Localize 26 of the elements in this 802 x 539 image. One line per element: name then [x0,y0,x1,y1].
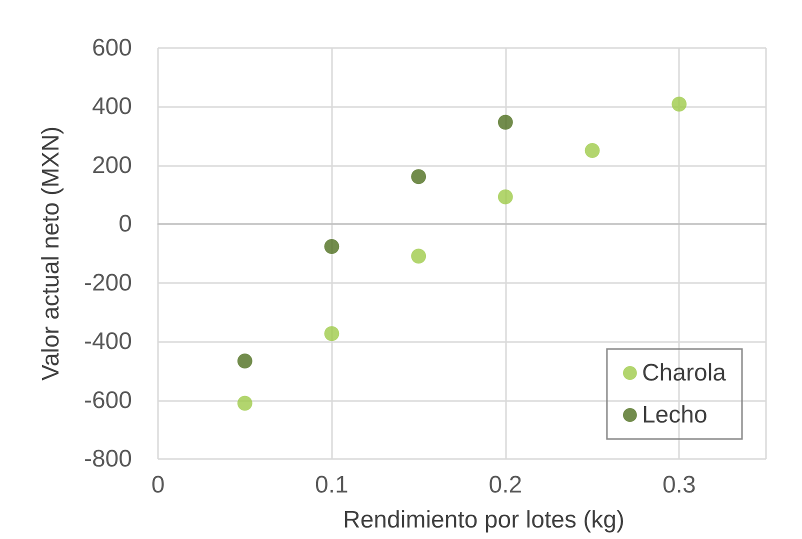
point [324,326,340,342]
y-tick-label: 0 [118,210,132,238]
legend-label: Lecho [642,402,708,428]
point [237,396,252,411]
point [584,142,600,158]
x-tick-label: 0.1 [315,472,348,498]
x-axis-title: Rendimiento por lotes (kg) [343,506,624,534]
point [411,169,426,184]
point [498,114,513,130]
y-tick-label: 200 [92,152,132,179]
legend-label: Charola [642,360,727,386]
y-axis-title: Valor actual neto (MXN) [38,126,64,381]
point [411,248,426,264]
y-tick-label: -600 [84,386,132,414]
point [672,96,687,112]
point [324,238,340,254]
x-tick-label: 0.2 [488,472,522,498]
y-tick-label: -400 [84,328,132,356]
x-tick-label: 0.3 [662,472,696,498]
y-tick-label: -800 [84,446,132,472]
y-tick-label: 400 [92,93,132,120]
point [498,189,513,204]
point [237,353,252,368]
y-tick-label: 600 [92,34,132,62]
y-tick-label: -200 [84,269,132,296]
x-tick-label: 0 [151,472,165,498]
